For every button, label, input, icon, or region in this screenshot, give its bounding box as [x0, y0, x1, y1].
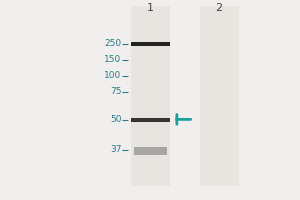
Text: 150: 150 — [104, 55, 122, 64]
Bar — [130, 6, 170, 186]
Text: 50: 50 — [110, 116, 122, 124]
Bar — [130, 42, 170, 46]
Text: 1: 1 — [146, 3, 154, 13]
Bar — [200, 6, 238, 186]
Text: 37: 37 — [110, 146, 122, 154]
Bar — [134, 147, 166, 155]
Text: 75: 75 — [110, 88, 122, 97]
Bar — [130, 118, 170, 122]
Text: 100: 100 — [104, 72, 122, 80]
Text: 2: 2 — [215, 3, 223, 13]
Text: 250: 250 — [104, 40, 122, 48]
